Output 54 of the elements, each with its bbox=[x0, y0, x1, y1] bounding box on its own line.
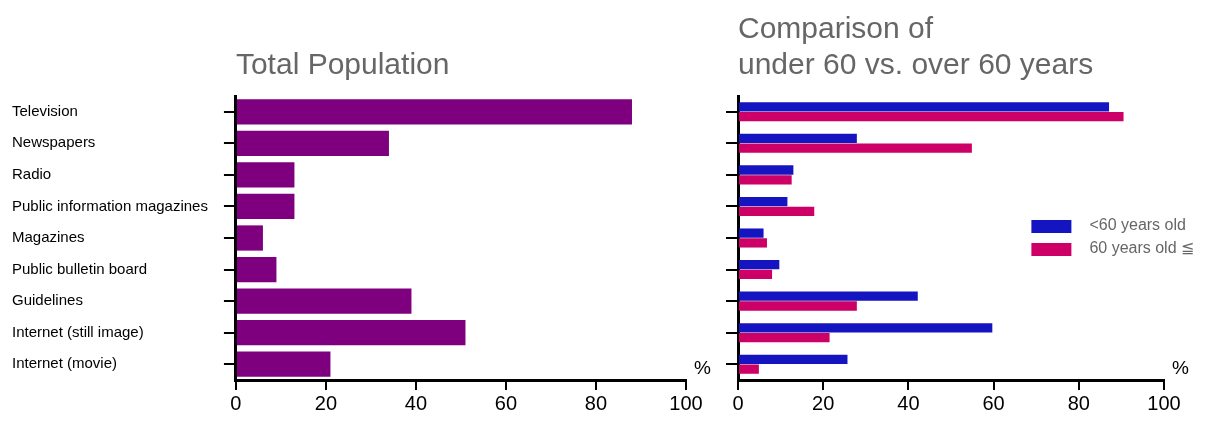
bar bbox=[236, 225, 263, 251]
x-tick-label: 100 bbox=[1147, 391, 1181, 414]
bar bbox=[739, 364, 759, 374]
x-tick-label: 60 bbox=[494, 391, 518, 414]
bar bbox=[739, 332, 830, 343]
y-tick-label: Newspapers bbox=[12, 133, 96, 151]
bar bbox=[236, 320, 466, 346]
chart-title: Comparison of under 60 vs. over 60 years bbox=[738, 11, 1094, 80]
legend-label: <60 years old bbox=[1089, 216, 1186, 234]
x-tick-label: 80 bbox=[584, 391, 608, 414]
x-axis-title: % bbox=[1172, 356, 1189, 378]
bar bbox=[739, 165, 794, 175]
bar bbox=[739, 102, 1110, 112]
bar bbox=[739, 206, 815, 216]
x-tick-label: 0 bbox=[230, 391, 242, 414]
y-tick-label: Guidelines bbox=[12, 291, 83, 309]
legend-label: 60 years old ≦ bbox=[1089, 239, 1194, 257]
x-tick-label: 20 bbox=[314, 391, 338, 414]
bar bbox=[236, 99, 632, 125]
y-tick-label: Internet (still image) bbox=[12, 322, 144, 340]
bar bbox=[739, 143, 972, 153]
bar bbox=[739, 301, 857, 311]
bar bbox=[739, 291, 918, 301]
x-tick-label: 80 bbox=[1067, 391, 1090, 414]
bar bbox=[236, 162, 295, 188]
bar bbox=[236, 130, 389, 156]
x-tick-label: 20 bbox=[812, 391, 835, 414]
bar bbox=[739, 228, 764, 238]
chart-title: Total Population bbox=[235, 47, 450, 80]
bar bbox=[739, 260, 780, 270]
bar bbox=[236, 351, 331, 377]
bar bbox=[739, 133, 857, 144]
bar bbox=[739, 354, 848, 364]
x-tick-label: 0 bbox=[732, 391, 744, 414]
x-tick-label: 40 bbox=[404, 391, 428, 414]
y-tick-label: Public bulletin board bbox=[12, 259, 148, 277]
y-tick-label: Radio bbox=[12, 165, 52, 183]
bar bbox=[739, 269, 773, 280]
x-axis-title: % bbox=[694, 356, 711, 378]
x-tick-label: 100 bbox=[669, 391, 703, 414]
bar bbox=[739, 323, 993, 333]
x-tick-label: 60 bbox=[982, 391, 1005, 414]
bar bbox=[739, 175, 792, 185]
bar bbox=[236, 288, 412, 314]
bar bbox=[739, 112, 1124, 122]
bar bbox=[236, 193, 295, 220]
x-tick-label: 40 bbox=[897, 391, 920, 414]
y-tick-label: Magazines bbox=[12, 228, 85, 246]
y-tick-label: Television bbox=[12, 101, 78, 119]
bar bbox=[739, 238, 767, 248]
bar bbox=[739, 196, 788, 207]
y-tick-label: Internet (movie) bbox=[12, 354, 118, 372]
bar bbox=[236, 256, 277, 283]
y-tick-label: Public information magazines bbox=[12, 196, 208, 214]
